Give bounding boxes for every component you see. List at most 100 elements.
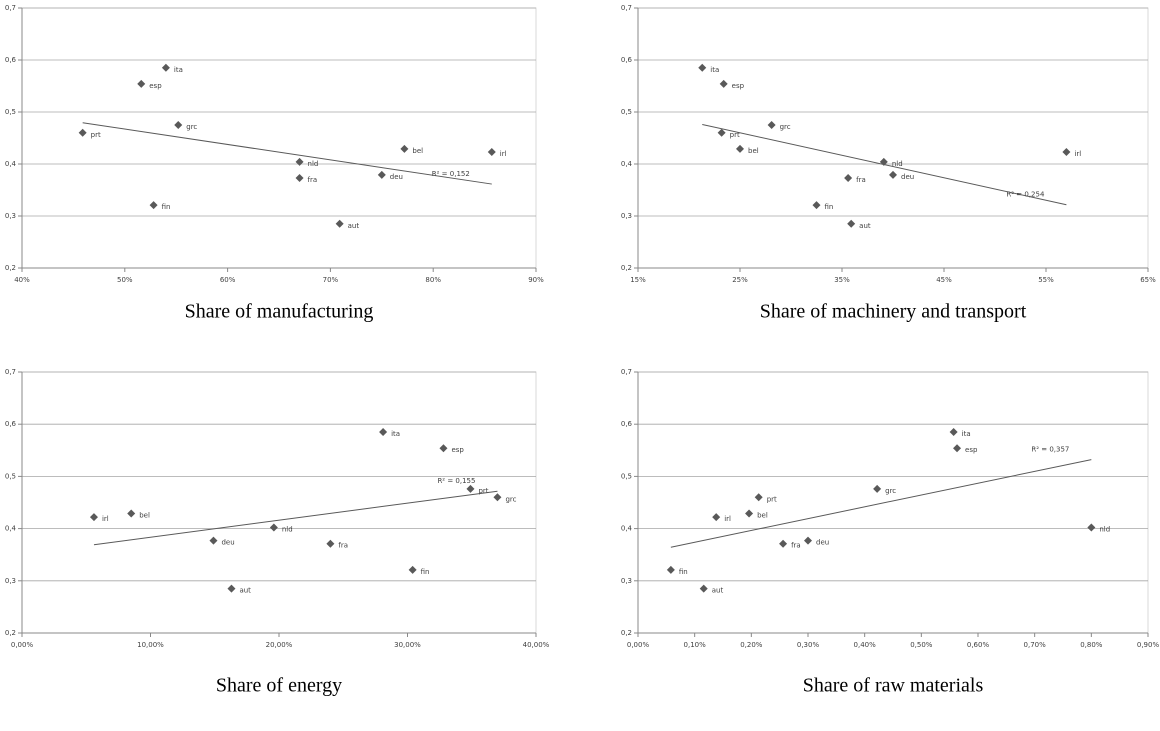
x-axis-title: Share of energy	[216, 675, 342, 697]
point	[137, 79, 146, 88]
point-label: fin	[679, 568, 688, 576]
x-tick-label: 80%	[425, 276, 441, 284]
point-label: esp	[451, 446, 464, 454]
x-tick-label: 45%	[936, 276, 952, 284]
x-tick-label: 60%	[220, 276, 236, 284]
point	[717, 128, 726, 137]
x-tick-label: 0,20%	[740, 641, 763, 649]
point-label: nld	[308, 160, 319, 168]
point	[269, 523, 278, 532]
point-label: fin	[825, 203, 834, 211]
point	[873, 484, 882, 493]
y-tick-label: 0,3	[621, 577, 632, 585]
y-tick-label: 0,6	[5, 420, 17, 428]
y-tick-label: 0,4	[621, 160, 633, 168]
point-label: nld	[282, 526, 293, 534]
point	[78, 128, 87, 137]
point-label: nld	[892, 160, 903, 168]
y-tick-label: 0,2	[5, 264, 16, 272]
point-label: bel	[139, 511, 150, 519]
x-tick-label: 0,30%	[797, 641, 820, 649]
point-label: grc	[505, 495, 516, 503]
plot-frame	[21, 371, 537, 634]
y-tick-label: 0,4	[621, 525, 633, 533]
y-tick-label: 0,4	[5, 160, 17, 168]
point-label: bel	[748, 147, 759, 155]
y-tick-label: 0,2	[5, 629, 16, 637]
point-label: prt	[478, 487, 488, 495]
point	[487, 148, 496, 157]
point-label: ita	[391, 430, 400, 438]
x-tick-label: 0,60%	[967, 641, 990, 649]
point	[698, 63, 707, 72]
point	[127, 509, 136, 518]
y-tick-label: 0,3	[5, 212, 16, 220]
r-squared-label: R² = 0,155	[437, 477, 475, 485]
y-tick-label: 0,7	[5, 4, 16, 12]
point-label: aut	[348, 222, 360, 230]
point	[408, 565, 417, 574]
x-tick-label: 0,90%	[1137, 641, 1160, 649]
point	[812, 201, 821, 210]
y-tick-label: 0,5	[621, 108, 632, 116]
point	[400, 144, 409, 153]
x-tick-label: 70%	[323, 276, 339, 284]
point	[745, 509, 754, 518]
trendline	[93, 490, 498, 546]
point-label: deu	[816, 539, 829, 547]
point-label: fin	[162, 203, 171, 211]
point	[736, 144, 744, 153]
point	[209, 536, 218, 545]
point	[889, 170, 897, 179]
plot-frame	[637, 7, 1149, 269]
point-label: ita	[962, 430, 971, 438]
y-tick-label: 0,7	[5, 368, 16, 376]
x-tick-label: 90%	[528, 276, 544, 284]
y-tick-label: 0,5	[621, 472, 632, 480]
y-tick-label: 0,6	[5, 56, 17, 64]
point	[493, 493, 502, 502]
point-label: grc	[780, 123, 791, 131]
point-label: prt	[767, 495, 777, 503]
x-tick-label: 0,50%	[910, 641, 933, 649]
y-tick-label: 0,6	[621, 420, 633, 428]
y-tick-label: 0,2	[621, 629, 632, 637]
point	[379, 428, 388, 437]
point	[699, 584, 708, 593]
x-tick-label: 0,00%	[11, 641, 34, 649]
point-label: nld	[1099, 526, 1110, 534]
point-label: aut	[859, 222, 871, 230]
point	[804, 536, 812, 545]
x-tick-label: 0,70%	[1024, 641, 1047, 649]
point-label: ita	[710, 66, 719, 74]
y-tick-label: 0,3	[621, 212, 632, 220]
x-tick-label: 50%	[117, 276, 133, 284]
point-label: grc	[885, 487, 896, 495]
point-label: deu	[221, 539, 234, 547]
r-squared-label: R² = 0,152	[432, 170, 470, 178]
y-tick-label: 0,5	[5, 108, 16, 116]
point	[161, 63, 170, 72]
point-label: esp	[965, 446, 978, 454]
x-tick-label: 25%	[732, 276, 748, 284]
point-label: fra	[308, 176, 318, 184]
y-tick-label: 0,5	[5, 472, 16, 480]
point-label: ita	[174, 66, 183, 74]
point-label: bel	[757, 511, 768, 519]
x-axis-title: Share of raw materials	[803, 675, 984, 697]
point-label: grc	[186, 123, 197, 131]
point-label: fra	[338, 542, 348, 550]
point-label: irl	[500, 150, 507, 158]
point	[89, 513, 98, 522]
point	[174, 121, 183, 129]
y-tick-label: 0,7	[621, 4, 632, 12]
point	[719, 79, 728, 88]
point-label: prt	[91, 131, 101, 139]
point-label: deu	[390, 173, 403, 181]
point	[295, 157, 304, 166]
point	[844, 174, 853, 183]
point-label: aut	[712, 587, 724, 595]
point-label: prt	[730, 131, 740, 139]
x-tick-label: 30,00%	[394, 641, 421, 649]
trendline	[670, 459, 1092, 548]
